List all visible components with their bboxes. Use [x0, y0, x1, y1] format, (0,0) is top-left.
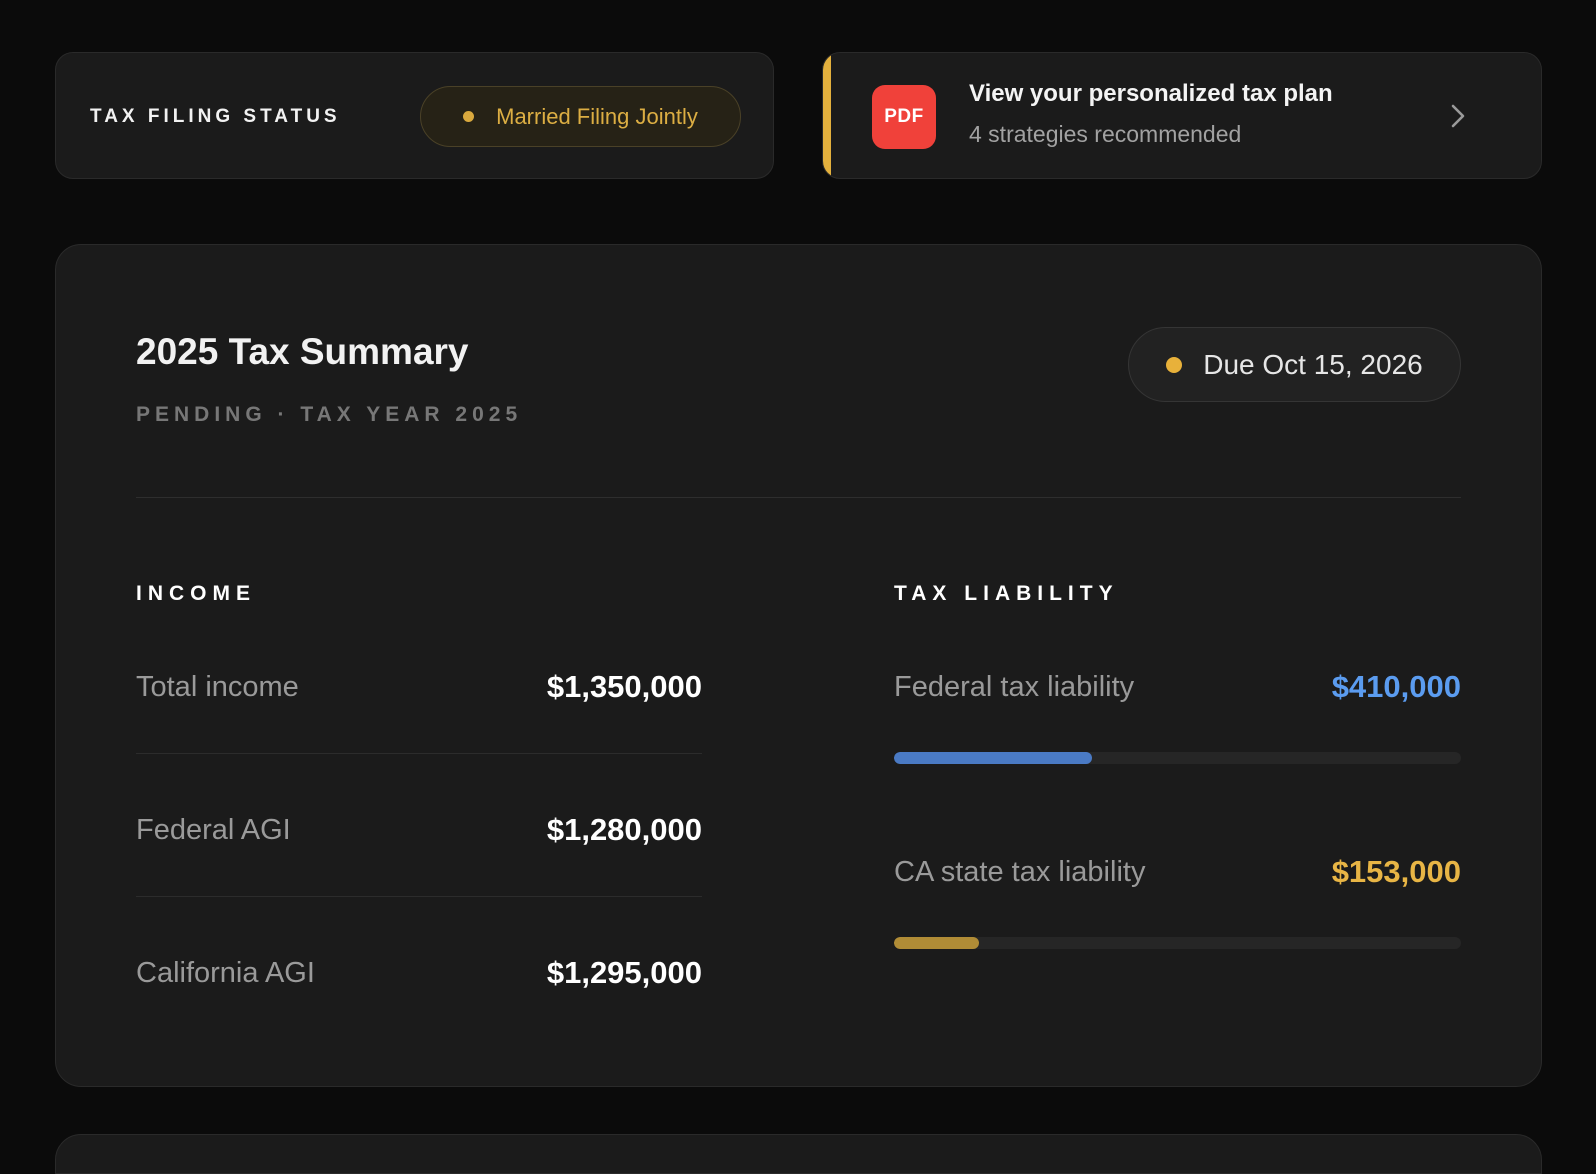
- income-row-federal-agi: Federal AGI $1,280,000: [136, 800, 702, 860]
- filing-status-label: TAX FILING STATUS: [90, 105, 341, 127]
- filing-status-value: Married Filing Jointly: [496, 103, 698, 129]
- summary-subtitle: PENDING · TAX YEAR 2025: [136, 403, 523, 426]
- due-date-badge: Due Oct 15, 2026: [1128, 327, 1461, 402]
- plan-card-subtitle: 4 strategies recommended: [969, 121, 1242, 147]
- pdf-icon: PDF: [872, 85, 936, 149]
- due-dot-icon: [1166, 356, 1183, 373]
- income-row-value: $1,295,000: [546, 955, 702, 990]
- liability-row-federal: Federal tax liability $410,000: [894, 657, 1461, 717]
- income-heading: INCOME: [136, 582, 256, 605]
- row-divider: [136, 753, 702, 754]
- income-row-california-agi: California AGI $1,295,000: [136, 943, 702, 1003]
- income-row-label: California AGI: [136, 956, 315, 989]
- plan-card-title: View your personalized tax plan: [969, 80, 1333, 107]
- plan-card-accent-bar: [823, 53, 831, 178]
- next-card-peek: [55, 1134, 1542, 1174]
- summary-divider: [136, 497, 1461, 498]
- liability-row-label: Federal tax liability: [894, 670, 1135, 703]
- liability-row-value: $153,000: [1331, 854, 1461, 889]
- income-row-value: $1,350,000: [546, 669, 702, 704]
- income-row-value: $1,280,000: [546, 812, 702, 847]
- pdf-icon-text: PDF: [884, 106, 924, 127]
- income-row-total: Total income $1,350,000: [136, 657, 702, 717]
- progress-bar-fill: [894, 937, 980, 949]
- status-dot-icon: [463, 111, 475, 122]
- tax-summary-card: 2025 Tax Summary PENDING · TAX YEAR 2025…: [55, 244, 1542, 1087]
- tax-plan-link-card[interactable]: PDF View your personalized tax plan 4 st…: [822, 52, 1542, 179]
- row-divider: [136, 896, 702, 897]
- progress-bar-fill: [894, 752, 1093, 764]
- liability-row-ca-state: CA state tax liability $153,000: [894, 842, 1461, 902]
- federal-liability-progress-bar: [894, 752, 1461, 764]
- ca-state-liability-progress-bar: [894, 937, 1461, 949]
- income-row-label: Total income: [136, 670, 299, 703]
- chevron-right-icon[interactable]: [1443, 101, 1473, 131]
- liability-row-value: $410,000: [1331, 669, 1461, 704]
- filing-status-badge[interactable]: Married Filing Jointly: [420, 86, 741, 147]
- filing-status-card: TAX FILING STATUS Married Filing Jointly: [55, 52, 774, 179]
- tax-liability-heading: TAX LIABILITY: [894, 582, 1119, 605]
- income-row-label: Federal AGI: [136, 813, 291, 846]
- due-date-text: Due Oct 15, 2026: [1203, 348, 1423, 380]
- page-title: 2025 Tax Summary: [136, 331, 469, 372]
- liability-row-label: CA state tax liability: [894, 855, 1146, 888]
